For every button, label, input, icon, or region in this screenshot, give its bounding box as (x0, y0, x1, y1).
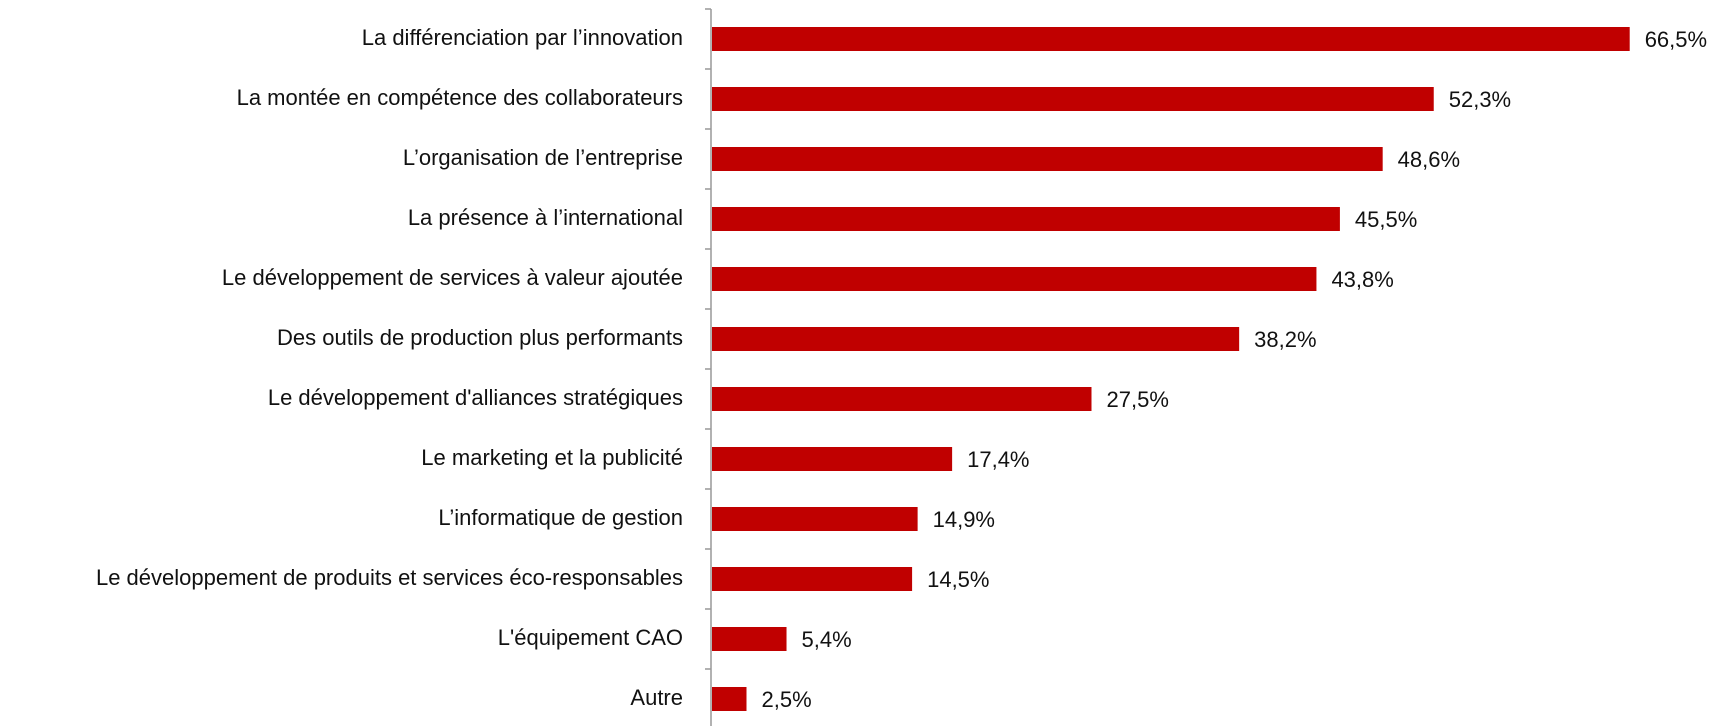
data-label: 14,9% (933, 507, 995, 532)
y-tick-label: La montée en compétence des collaborateu… (237, 85, 683, 110)
y-tick-label: Le développement de produits et services… (96, 565, 683, 590)
data-label: 66,5% (1645, 27, 1707, 52)
data-label: 43,8% (1331, 267, 1393, 292)
y-tick-label: Des outils de production plus performant… (277, 325, 683, 350)
bar (712, 387, 1092, 411)
bar (712, 687, 747, 711)
data-label: 2,5% (762, 687, 812, 712)
bar (712, 147, 1383, 171)
bar (712, 267, 1317, 291)
bar (712, 87, 1434, 111)
bar (712, 627, 787, 651)
y-tick-label: L'équipement CAO (498, 625, 683, 650)
y-tick-label: La différenciation par l’innovation (362, 25, 683, 50)
y-tick-label: Le développement de services à valeur aj… (222, 265, 683, 290)
y-tick-label: L’informatique de gestion (438, 505, 683, 530)
data-label: 38,2% (1254, 327, 1316, 352)
data-label: 14,5% (927, 567, 989, 592)
bar (712, 507, 918, 531)
y-tick-label: L’organisation de l’entreprise (403, 145, 683, 170)
y-tick-label: Le développement d'alliances stratégique… (268, 385, 683, 410)
bar (712, 27, 1630, 51)
bar (712, 327, 1240, 351)
data-label: 17,4% (967, 447, 1029, 472)
data-label: 5,4% (802, 627, 852, 652)
data-label: 45,5% (1355, 207, 1417, 232)
y-tick-label: Autre (630, 685, 683, 710)
y-tick-label: La présence à l’international (408, 205, 683, 230)
data-label: 27,5% (1107, 387, 1169, 412)
bar (712, 447, 953, 471)
data-label: 48,6% (1398, 147, 1460, 172)
data-label: 52,3% (1449, 87, 1511, 112)
bar (712, 567, 913, 591)
bar (712, 207, 1340, 231)
y-tick-label: Le marketing et la publicité (421, 445, 683, 470)
